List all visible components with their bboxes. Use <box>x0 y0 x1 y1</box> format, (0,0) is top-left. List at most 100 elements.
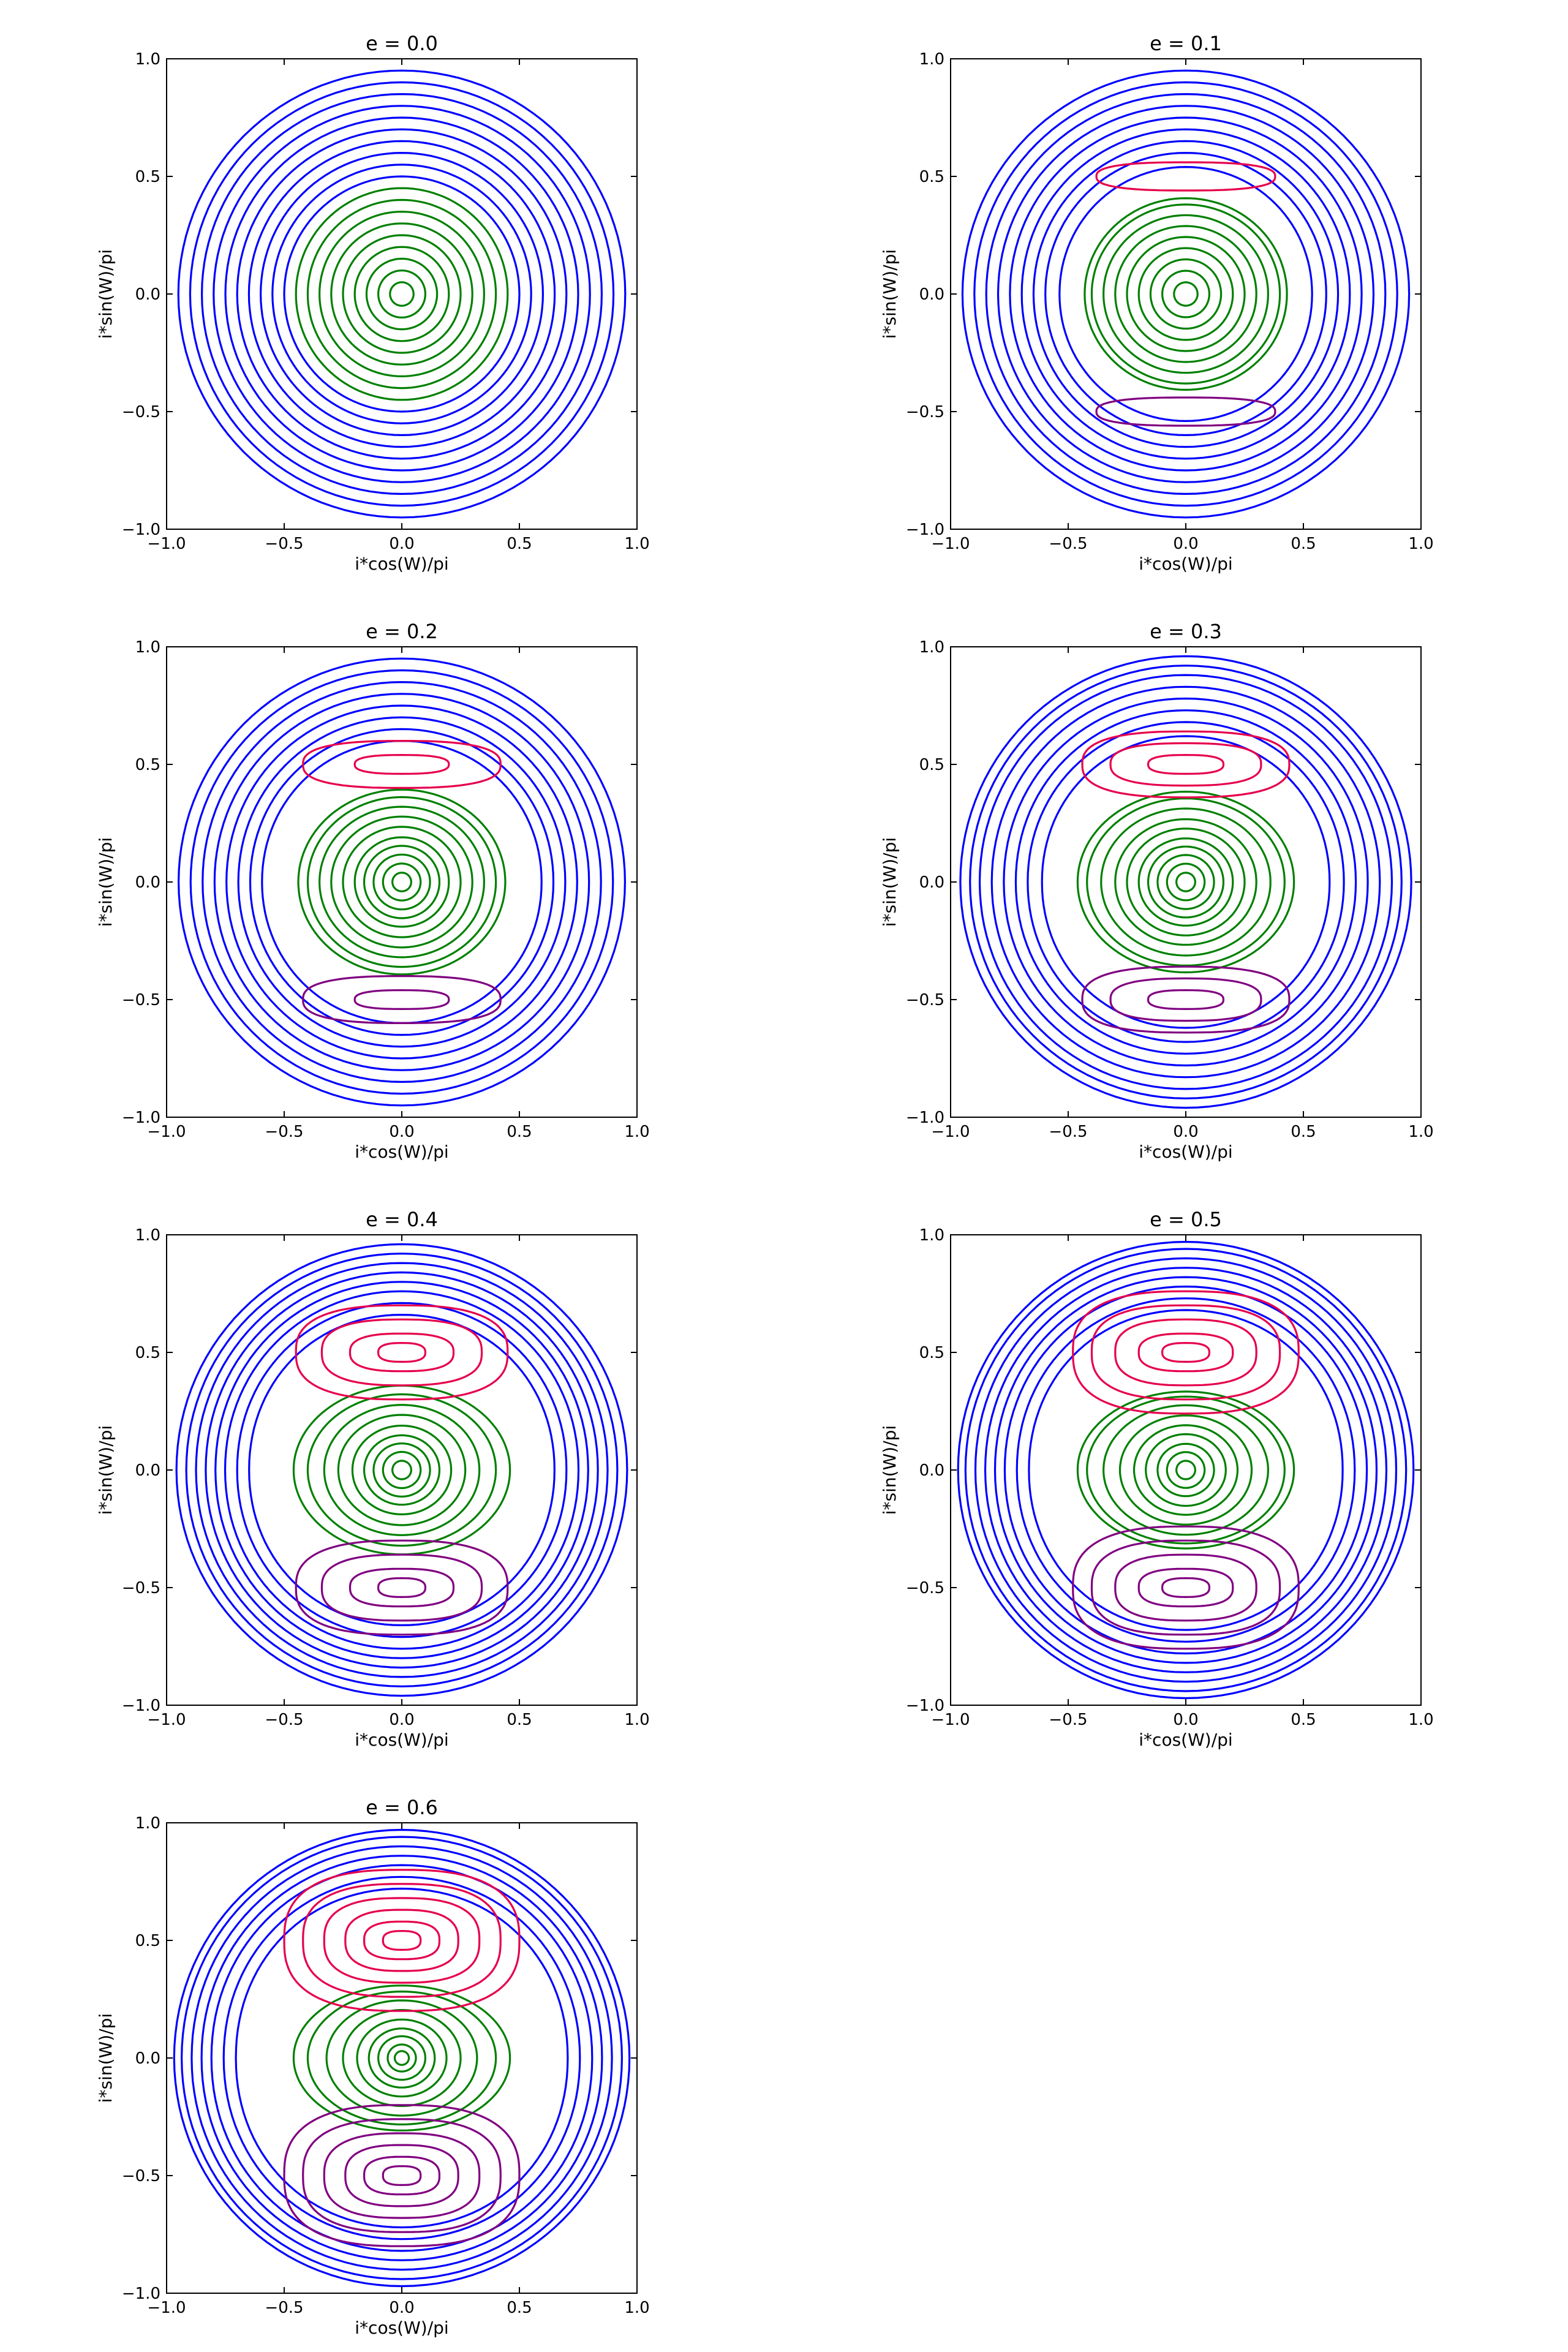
center-libration-contour <box>297 788 507 976</box>
center-libration-contour <box>295 187 509 401</box>
upper-libration-contour <box>353 754 450 775</box>
y-tick-label: 1.0 <box>135 50 160 69</box>
circulating-contour <box>990 685 1381 1079</box>
x-tick-label: 0.0 <box>389 535 414 553</box>
y-tick-label: 1.0 <box>919 50 944 69</box>
circulating-contour <box>1009 116 1363 472</box>
center-libration-contour <box>306 796 497 968</box>
circulating-contour <box>224 116 579 472</box>
contour-lines <box>959 655 1412 1109</box>
upper-libration-contour <box>302 1883 502 1998</box>
center-libration-contour <box>391 1460 412 1480</box>
x-tick-label: 1.0 <box>624 2299 649 2317</box>
x-tick-label: −0.5 <box>1049 535 1087 553</box>
center-libration-contour <box>1149 258 1223 330</box>
subplot-e-0-6: −1.0−1.0 −0.5 −0.5 0.0 0.0 0.5 0.5 1.0 1.0 i*cos(… <box>96 1796 650 2338</box>
center-libration-contour <box>306 198 497 390</box>
subplot-e-0-4: −1.0−1.0 −0.5 −0.5 0.0 0.0 0.5 0.5 1.0 1.0 i*cos(… <box>96 1208 650 1750</box>
subplot-e-0-1: −1.0−1.0 −0.5 −0.5 0.0 0.0 0.5 0.5 1.0 1.0 i*cos(… <box>880 32 1434 574</box>
y-tick-label: 0.5 <box>135 756 160 774</box>
subplot-e-0-2: −1.0−1.0 −0.5 −0.5 0.0 0.0 0.5 0.5 1.0 1.0 i*cos(… <box>96 620 650 1162</box>
center-libration-contour <box>1126 236 1246 352</box>
y-axis-label: i*sin(W)/pi <box>96 2013 116 2103</box>
y-tick-label: −0.5 <box>906 1579 944 1597</box>
circulating-contour <box>260 152 544 436</box>
circulating-contour <box>178 657 626 1107</box>
x-tick-label: −1.0 <box>147 2299 186 2317</box>
x-axis-label: i*cos(W)/pi <box>1139 1142 1232 1162</box>
lower-libration-contour <box>1137 1567 1234 1608</box>
panel-title: e = 0.5 <box>1150 1208 1222 1231</box>
circulating-contour <box>185 1253 619 1687</box>
lower-libration-contour <box>323 2132 481 2219</box>
center-libration-contour <box>306 1990 497 2126</box>
lower-libration-contour <box>302 975 502 1024</box>
x-tick-label: −1.0 <box>147 1123 186 1141</box>
y-tick-label: −1.0 <box>906 521 944 539</box>
y-tick-label: −0.5 <box>122 2167 160 2185</box>
center-libration-contour <box>1147 845 1224 919</box>
center-libration-contour <box>1173 281 1199 307</box>
circulating-contour <box>189 669 614 1095</box>
y-tick-label: 1.0 <box>135 638 160 657</box>
y-tick-label: −1.0 <box>906 1697 944 1715</box>
center-libration-contour <box>1156 1442 1215 1498</box>
center-libration-contour <box>372 853 431 911</box>
center-libration-contour <box>330 815 473 949</box>
x-tick-label: 1.0 <box>1408 1123 1433 1141</box>
panel-title: e = 0.1 <box>1150 32 1222 55</box>
y-tick-label: 0.0 <box>135 285 160 304</box>
lower-libration-contour <box>363 2155 440 2196</box>
center-libration-contour <box>1175 1460 1196 1480</box>
x-tick-label: 1.0 <box>624 1123 649 1141</box>
circulating-contour <box>175 1243 628 1697</box>
x-tick-label: 0.5 <box>507 535 532 553</box>
subplot-e-0-5: −1.0−1.0 −0.5 −0.5 0.0 0.0 0.5 0.5 1.0 1.0 i*cos(… <box>880 1208 1434 1750</box>
circulating-contour <box>985 93 1387 495</box>
circulating-contour <box>173 1828 631 2288</box>
y-axis-label: i*sin(W)/pi <box>880 837 900 927</box>
lower-libration-contour <box>1072 1525 1300 1650</box>
center-libration-contour <box>389 281 415 307</box>
y-tick-label: 0.0 <box>135 2049 160 2068</box>
upper-libration-contour <box>344 1909 459 1972</box>
x-tick-label: −0.5 <box>1049 1123 1087 1141</box>
center-libration-contour <box>377 270 426 318</box>
y-tick-label: 1.0 <box>135 1814 160 1833</box>
x-tick-label: 0.0 <box>389 1123 414 1141</box>
x-axis-label: i*cos(W)/pi <box>355 1730 448 1750</box>
center-libration-contour <box>353 836 450 928</box>
circulating-contour <box>1014 709 1357 1055</box>
center-libration-contour <box>356 2018 448 2098</box>
y-tick-label: 1.0 <box>919 638 944 657</box>
circulating-contour <box>205 1271 599 1669</box>
circulating-contour <box>283 175 521 413</box>
circulating-contour <box>969 665 1403 1099</box>
center-libration-contour <box>377 2035 426 2081</box>
center-libration-contour <box>1084 197 1288 391</box>
circulating-contour <box>200 1855 603 2261</box>
x-axis-label: i*cos(W)/pi <box>1139 554 1232 574</box>
x-tick-label: 0.0 <box>1173 535 1198 553</box>
upper-libration-contour <box>1161 1342 1210 1363</box>
contour-lines <box>957 1240 1415 1700</box>
center-libration-contour <box>1126 827 1246 937</box>
y-axis-label: i*sin(W)/pi <box>880 1425 900 1515</box>
panel-title: e = 0.4 <box>366 1208 438 1231</box>
center-libration-contour <box>1137 247 1234 341</box>
center-libration-contour <box>1175 872 1196 892</box>
panel-title: e = 0.3 <box>1150 620 1222 643</box>
center-libration-contour <box>342 2009 462 2107</box>
x-tick-label: 0.0 <box>1173 1123 1198 1141</box>
center-libration-contour <box>363 845 440 919</box>
x-tick-label: −1.0 <box>147 1711 186 1729</box>
y-tick-label: −0.5 <box>906 991 944 1009</box>
x-axis-label: i*cos(W)/pi <box>355 2318 448 2338</box>
circulating-contour <box>236 1302 568 1638</box>
center-libration-contour <box>1086 797 1286 967</box>
contour-lines <box>173 1828 631 2288</box>
center-libration-contour <box>325 1999 478 2117</box>
circulating-contour <box>222 1875 581 2241</box>
circulating-contour <box>236 128 568 460</box>
circulating-contour <box>957 1240 1415 1700</box>
